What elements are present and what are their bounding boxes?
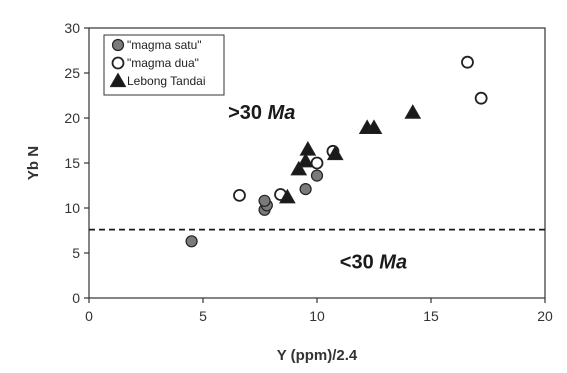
annotation-older: >30 Ma <box>228 102 295 124</box>
legend-label: Lebong Tandai <box>127 74 206 88</box>
data-point <box>461 55 474 69</box>
x-tick-label: 15 <box>423 308 439 324</box>
data-point <box>278 188 296 204</box>
data-point <box>326 145 344 161</box>
data-point <box>310 169 324 182</box>
y-axis-label: Yb N <box>25 146 42 180</box>
legend-marker <box>111 38 125 52</box>
annotation-older-unit: Ma <box>268 102 296 124</box>
x-tick-label: 10 <box>309 308 325 324</box>
data-point <box>297 152 314 168</box>
y-tick-label: 0 <box>72 290 80 306</box>
x-tick-label: 0 <box>85 308 93 324</box>
data-point <box>404 104 422 119</box>
data-point <box>185 235 198 248</box>
x-tick-label: 5 <box>199 308 207 324</box>
data-point <box>310 156 324 170</box>
y-tick-label: 25 <box>64 65 80 81</box>
data-point <box>233 188 246 202</box>
data-point <box>290 160 308 176</box>
data-point <box>258 194 271 207</box>
annotation-younger-value: <30 <box>340 251 379 273</box>
data-point <box>474 91 488 105</box>
annotation-older-value: >30 <box>228 102 267 124</box>
y-tick-label: 20 <box>64 110 80 126</box>
y-tick-label: 15 <box>64 155 80 171</box>
x-axis-label: Y (ppm)/2.4 <box>277 347 358 364</box>
data-point <box>365 119 383 135</box>
legend-marker <box>109 72 127 88</box>
y-tick-label: 10 <box>64 200 80 216</box>
y-tick-label: 5 <box>72 245 80 261</box>
y-tick-label: 30 <box>64 20 80 36</box>
annotation-younger: <30 Ma <box>340 251 407 273</box>
x-axis: 0 5 10 15 20 <box>85 298 553 324</box>
data-point <box>299 140 317 156</box>
legend-label: "magma satu" <box>127 38 202 52</box>
annotation-younger-unit: Ma <box>379 251 407 273</box>
legend-label: "magma dua" <box>127 56 199 70</box>
legend-marker <box>111 56 125 70</box>
y-axis: 0 5 10 15 20 25 30 <box>64 20 89 306</box>
legend: "magma satu" "magma dua" Lebong Tandai <box>103 34 225 96</box>
data-markers <box>185 55 488 248</box>
data-point <box>299 183 312 196</box>
x-tick-label: 20 <box>537 308 553 324</box>
